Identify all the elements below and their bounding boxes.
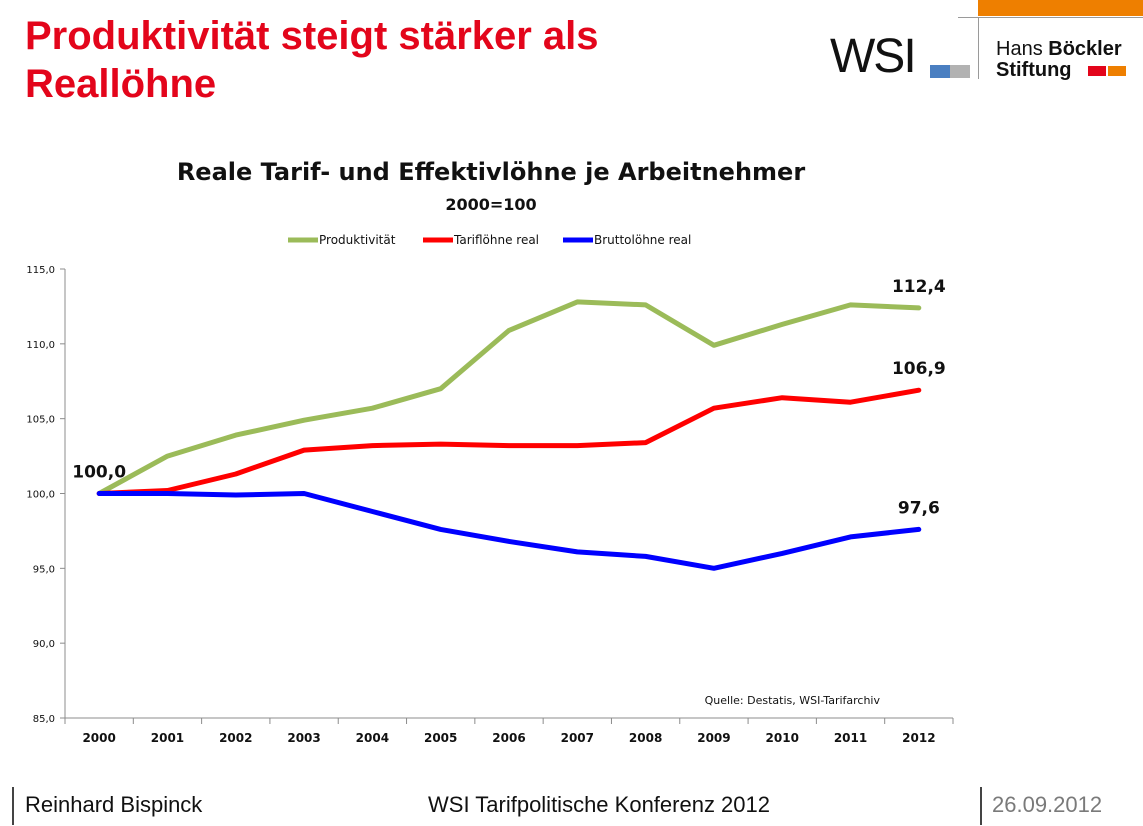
x-tick-label: 2012 bbox=[902, 731, 935, 745]
footer-left-bar bbox=[12, 787, 14, 825]
chart-series bbox=[96, 299, 922, 571]
x-tick-label: 2000 bbox=[82, 731, 115, 745]
y-tick-label: 115,0 bbox=[26, 265, 55, 276]
x-tick-label: 2001 bbox=[151, 731, 184, 745]
y-tick-label: 90,0 bbox=[33, 639, 55, 650]
chart-data-labels: 100,0 112,4 106,9 97,6 bbox=[72, 277, 946, 519]
x-tick-label: 2011 bbox=[834, 731, 867, 745]
y-tick-label: 85,0 bbox=[33, 714, 55, 725]
wsi-logo-blue-square bbox=[930, 65, 950, 78]
chart-source: Quelle: Destatis, WSI-Tarifarchiv bbox=[705, 694, 881, 707]
chart-title: Reale Tarif- und Effektivlöhne je Arbeit… bbox=[177, 158, 805, 186]
data-label: 97,6 bbox=[898, 498, 940, 518]
logo-divider-line bbox=[958, 17, 1143, 18]
logo-separator bbox=[978, 17, 979, 79]
x-tick-label: 2005 bbox=[424, 731, 457, 745]
series-line-0 bbox=[96, 299, 922, 496]
x-tick-label: 2008 bbox=[629, 731, 662, 745]
footer-right-bar bbox=[980, 787, 982, 825]
footer-event: WSI Tarifpolitische Konferenz 2012 bbox=[428, 792, 770, 817]
hbs-logo-hans: Hans bbox=[996, 38, 1049, 60]
y-tick-label: 100,0 bbox=[26, 490, 55, 501]
data-label: 112,4 bbox=[892, 277, 946, 297]
hbs-logo-red-square bbox=[1088, 66, 1106, 76]
wsi-logo-gray-square bbox=[950, 65, 970, 78]
chart-subtitle: 2000=100 bbox=[445, 195, 536, 214]
series-line-2 bbox=[96, 491, 922, 571]
hbs-logo-boeckler: Böckler bbox=[1048, 38, 1122, 60]
chart-axes: 85,0 90,0 95,0 100,0 105,0 110,0 115,0 2000 2001… bbox=[26, 265, 954, 745]
legend-label-2: Bruttolöhne real bbox=[594, 233, 691, 247]
line-chart: Reale Tarif- und Effektivlöhne je Arbeit… bbox=[26, 158, 954, 745]
footer-author: Reinhard Bispinck bbox=[25, 792, 203, 817]
x-tick-label: 2002 bbox=[219, 731, 252, 745]
footer-date: 26.09.2012 bbox=[992, 792, 1103, 817]
wsi-logo-text: WSI bbox=[830, 30, 917, 83]
x-tick-label: 2004 bbox=[356, 731, 389, 745]
x-tick-label: 2007 bbox=[561, 731, 594, 745]
legend-label-1: Tariflöhne real bbox=[453, 233, 539, 247]
hbs-logo-line2: Stiftung bbox=[996, 59, 1072, 81]
slide-title: Produktivität steigt stärker als Reallöh… bbox=[25, 14, 599, 106]
chart-legend: Produktivität Tariflöhne real Bruttolöhne … bbox=[288, 233, 691, 247]
data-label: 100,0 bbox=[72, 463, 126, 483]
y-tick-label: 110,0 bbox=[26, 340, 55, 351]
legend-label-0: Produktivität bbox=[319, 233, 396, 247]
x-tick-label: 2003 bbox=[287, 731, 320, 745]
x-tick-label: 2009 bbox=[697, 731, 730, 745]
y-tick-label: 95,0 bbox=[33, 564, 55, 575]
y-tick-label: 105,0 bbox=[26, 415, 55, 426]
hbs-logo-orange-square bbox=[1108, 66, 1126, 76]
series-line-1 bbox=[96, 387, 922, 496]
hbs-logo-line1: Hans Böckler bbox=[996, 38, 1122, 61]
orange-accent-bar bbox=[978, 0, 1143, 16]
x-tick-label: 2006 bbox=[492, 731, 525, 745]
x-tick-label: 2010 bbox=[766, 731, 799, 745]
data-label: 106,9 bbox=[892, 359, 946, 379]
